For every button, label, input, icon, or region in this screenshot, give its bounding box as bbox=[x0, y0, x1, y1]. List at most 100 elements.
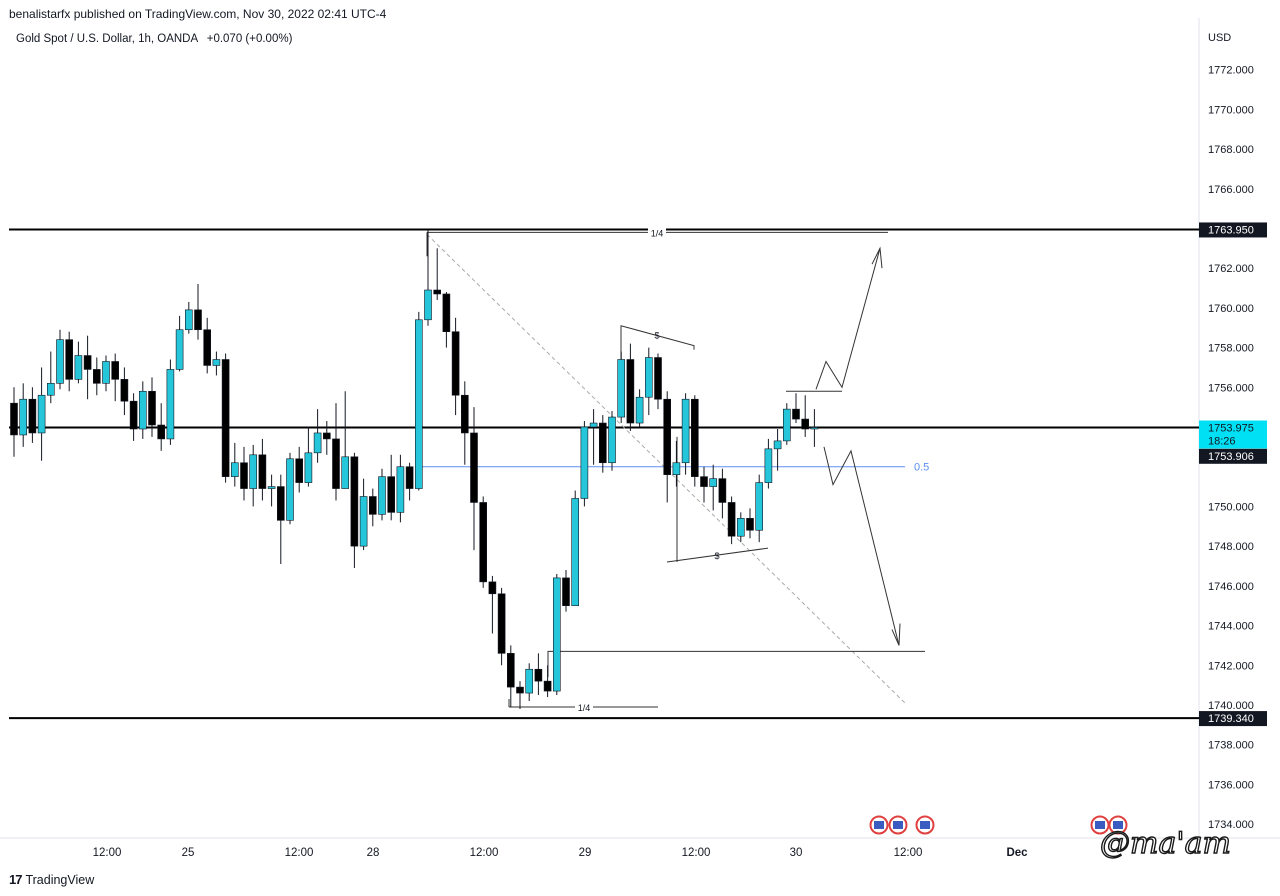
candle-body bbox=[341, 456, 350, 489]
candle-body bbox=[276, 486, 285, 521]
price-tick-label: 1766.000 bbox=[1208, 184, 1254, 196]
candle-body bbox=[598, 422, 607, 464]
candle-body bbox=[764, 448, 773, 483]
candle-body bbox=[709, 478, 718, 487]
price-tick-label: 1770.000 bbox=[1208, 104, 1254, 116]
candle-body bbox=[773, 440, 782, 450]
candle-body bbox=[801, 418, 810, 430]
candle-body bbox=[286, 458, 294, 521]
candle-body bbox=[433, 289, 442, 295]
time-tick-label: 12:00 bbox=[894, 847, 923, 859]
previous-price-badge-bg bbox=[1199, 448, 1267, 464]
candle-body bbox=[396, 466, 405, 513]
support-price-badge-bg bbox=[1199, 711, 1267, 727]
tradingview-footer: 17 TradingView bbox=[9, 872, 94, 887]
price-tick-label: 1750.000 bbox=[1208, 501, 1254, 513]
candle-body bbox=[663, 398, 672, 475]
price-tick-label: 1762.000 bbox=[1208, 263, 1254, 275]
candle-body bbox=[139, 390, 147, 430]
liquidity-bottom-label: $ bbox=[714, 551, 719, 561]
candle-body bbox=[644, 357, 653, 398]
price-tick-label: 1734.000 bbox=[1208, 819, 1254, 831]
resistance-price-badge: 1763.950 bbox=[1208, 224, 1254, 236]
candle-body bbox=[543, 680, 552, 692]
candle-body bbox=[304, 452, 313, 483]
previous-price-badge: 1753.906 bbox=[1208, 451, 1254, 463]
price-tick-label: 1742.000 bbox=[1208, 660, 1254, 672]
price-tick-label: 1740.000 bbox=[1208, 700, 1254, 712]
liquidity-top-label: $ bbox=[654, 331, 659, 341]
quarter-bottom-label: 1/4 bbox=[578, 703, 591, 713]
us-event-flag-icon-fill bbox=[1095, 821, 1105, 829]
candle-body bbox=[157, 424, 165, 440]
candle-body bbox=[690, 398, 699, 477]
candle-body bbox=[212, 359, 221, 366]
price-tick-label: 1744.000 bbox=[1208, 621, 1254, 633]
candle-body bbox=[718, 478, 727, 503]
candle-body bbox=[617, 359, 626, 418]
candle-body bbox=[580, 426, 589, 499]
candle-body bbox=[74, 355, 83, 380]
current-price-badge-bg bbox=[1199, 420, 1267, 449]
candle-body bbox=[460, 394, 469, 434]
price-change: +0.070 (+0.00%) bbox=[206, 33, 293, 45]
candle-body bbox=[350, 456, 359, 547]
tradingview-logo-icon: 17 bbox=[9, 872, 23, 887]
tradingview-brand: TradingView bbox=[25, 872, 95, 887]
candle-body bbox=[295, 458, 304, 483]
candle-body bbox=[148, 390, 156, 426]
candle-body bbox=[626, 359, 635, 424]
candle-body bbox=[654, 357, 662, 400]
time-tick-label: 12:00 bbox=[470, 847, 499, 859]
candle-body bbox=[792, 408, 800, 420]
candle-body bbox=[102, 361, 110, 384]
candle-body bbox=[267, 486, 276, 489]
liquidity-bottom-line bbox=[666, 547, 769, 563]
symbol-name: Gold Spot / U.S. Dollar, 1h, OANDA bbox=[16, 33, 198, 45]
candle-body bbox=[608, 416, 616, 464]
candle-body bbox=[194, 309, 202, 331]
candle-body bbox=[414, 319, 423, 489]
time-tick-label: 30 bbox=[790, 847, 803, 859]
candle-body bbox=[506, 653, 515, 688]
price-axis-currency: USD bbox=[1208, 32, 1231, 44]
us-event-flag-icon-fill bbox=[920, 821, 930, 829]
candle-body bbox=[810, 427, 819, 430]
price-tick-label: 1760.000 bbox=[1208, 303, 1254, 315]
candle-body bbox=[635, 396, 644, 424]
bullish-projection-path bbox=[815, 248, 881, 390]
time-tick-label: 12:00 bbox=[285, 847, 314, 859]
candle-body bbox=[313, 432, 322, 454]
bearish-projection-arrowhead bbox=[891, 623, 901, 646]
price-tick-label: 1736.000 bbox=[1208, 779, 1254, 791]
current-price-badge-extra: 18:26 bbox=[1208, 436, 1236, 448]
candle-body bbox=[442, 293, 451, 333]
time-tick-label: 25 bbox=[182, 847, 195, 859]
resistance-price-badge-bg bbox=[1199, 222, 1267, 238]
candle-body bbox=[681, 398, 690, 464]
time-tick-label: 28 bbox=[367, 847, 380, 859]
quarter-top-label-bg bbox=[648, 226, 666, 238]
candle-body bbox=[368, 496, 377, 515]
candle-body bbox=[231, 462, 239, 477]
price-tick-label: 1748.000 bbox=[1208, 541, 1254, 553]
fib-midline-label: 0.5 bbox=[914, 462, 929, 474]
bearish-projection-path bbox=[823, 446, 900, 646]
us-event-flag-icon-fill bbox=[874, 821, 884, 829]
candle-body bbox=[488, 581, 497, 595]
candle-body bbox=[322, 432, 331, 440]
candle-body bbox=[424, 289, 432, 321]
time-tick-label: 12:00 bbox=[93, 847, 122, 859]
candle-body bbox=[516, 686, 524, 694]
demand-zone-line bbox=[547, 650, 925, 678]
candle-body bbox=[755, 482, 764, 531]
us-event-flag-icon-fill bbox=[893, 821, 903, 829]
candle-body bbox=[746, 518, 754, 531]
time-tick-label: Dec bbox=[1006, 847, 1028, 859]
candle-body bbox=[37, 394, 46, 434]
candle-body bbox=[28, 398, 37, 434]
candle-body bbox=[56, 339, 64, 384]
candle-body bbox=[249, 454, 257, 489]
candle-body bbox=[175, 329, 184, 370]
